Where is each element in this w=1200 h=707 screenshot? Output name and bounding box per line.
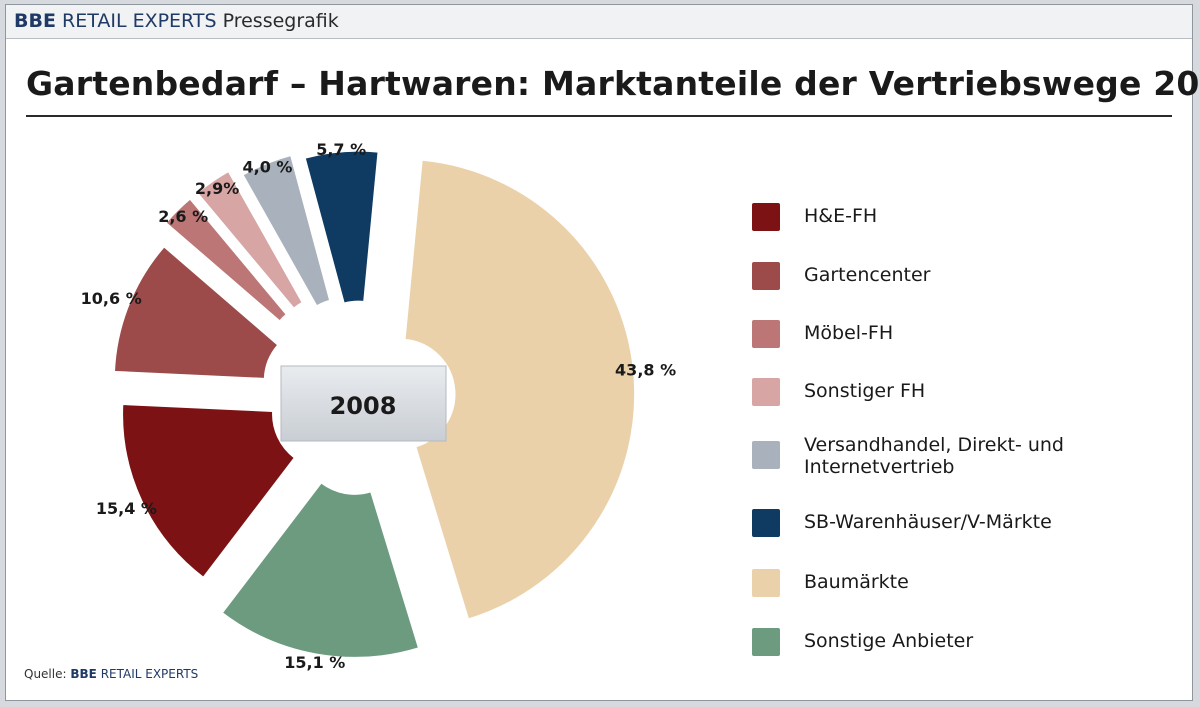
- legend-swatch: [752, 378, 780, 406]
- source-brand-bold: BBE: [70, 667, 97, 681]
- legend-item-sonstiger-fh: Sonstiger FH: [752, 371, 1172, 411]
- legend-swatch: [752, 262, 780, 290]
- legend-swatch: [752, 320, 780, 348]
- legend-label-line1: Versandhandel, Direkt- und: [804, 434, 1064, 456]
- chart-title: Gartenbedarf – Hartwaren: Marktanteile d…: [26, 64, 1200, 103]
- brand-bold: BBE: [14, 10, 56, 32]
- legend-swatch: [752, 509, 780, 537]
- legend-label: Baumärkte: [804, 571, 909, 593]
- legend-item-sonstige-anbieter: Sonstige Anbieter: [752, 621, 1172, 661]
- legend-label: H&E-FH: [804, 205, 878, 227]
- data-label-5: 5,7 %: [316, 140, 366, 159]
- legend-label: Sonstige Anbieter: [804, 630, 974, 652]
- legend-swatch: [752, 569, 780, 597]
- legend-item-moebel-fh: Möbel-FH: [752, 313, 1172, 353]
- pie-slice-6: [404, 159, 636, 620]
- legend-label: Sonstiger FH: [804, 380, 926, 402]
- brand-light: RETAIL EXPERTS: [62, 10, 217, 32]
- pie-slice-5: [304, 150, 379, 304]
- center-label-box: [280, 365, 447, 442]
- data-label-6: 43,8 %: [615, 360, 676, 379]
- title-divider: [26, 115, 1172, 117]
- data-label-0: 15,4 %: [96, 499, 157, 518]
- legend-item-versandhandel: Versandhandel, Direkt- und Internetvertr…: [752, 429, 1172, 489]
- pie-slice-2: [165, 198, 287, 322]
- pie-slice-0: [122, 403, 295, 578]
- legend-swatch: [752, 203, 780, 231]
- legend-item-baumaerkte: Baumärkte: [752, 562, 1172, 602]
- legend-label: Versandhandel, Direkt- und Internetvertr…: [804, 434, 1164, 478]
- legend-label-line2: Internetvertrieb: [804, 456, 955, 478]
- legend-item-sb-warenhaeuser: SB-Warenhäuser/V-Märkte: [752, 502, 1172, 542]
- pie-slice-3: [196, 171, 303, 309]
- source-prefix: Quelle:: [24, 667, 67, 681]
- legend-swatch: [752, 441, 780, 469]
- source-note: Quelle: BBE RETAIL EXPERTS: [24, 667, 198, 681]
- source-brand: BBE RETAIL EXPERTS: [70, 667, 198, 681]
- brand-logo: BBE RETAIL EXPERTS Pressegrafik: [14, 10, 339, 32]
- header-bar: BBE RETAIL EXPERTS Pressegrafik: [6, 5, 1192, 39]
- legend-item-he-fh: H&E-FH: [752, 196, 1172, 236]
- data-label-4: 4,0 %: [243, 158, 293, 177]
- legend-label: Gartencenter: [804, 264, 931, 286]
- legend-label: SB-Warenhäuser/V-Märkte: [804, 511, 1052, 533]
- center-label: 2008: [330, 392, 397, 420]
- brand-suffix: Pressegrafik: [222, 10, 339, 32]
- legend-swatch: [752, 628, 780, 656]
- data-label-1: 10,6 %: [81, 289, 142, 308]
- data-label-3: 2,9%: [195, 179, 239, 198]
- pie-slice-7: [221, 482, 420, 658]
- source-brand-light: RETAIL EXPERTS: [100, 667, 199, 681]
- legend-label: Möbel-FH: [804, 322, 894, 344]
- data-label-2: 2,6 %: [158, 207, 208, 226]
- pie-slice-1: [113, 246, 279, 379]
- legend-item-gartencenter: Gartencenter: [752, 255, 1172, 295]
- data-label-7: 15,1 %: [284, 653, 345, 672]
- pie-slice-4: [242, 154, 331, 307]
